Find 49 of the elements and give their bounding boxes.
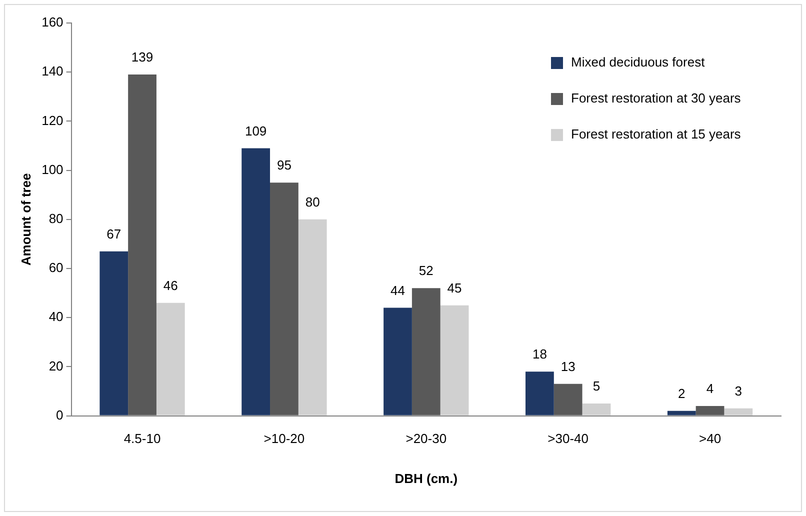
data-label: 67 (106, 226, 122, 242)
bar (696, 406, 724, 416)
data-label: 109 (244, 123, 267, 138)
x-tick-label: >20-30 (406, 431, 447, 446)
data-label: 18 (532, 346, 547, 362)
x-tick-label: >10-20 (264, 431, 305, 446)
bar (156, 302, 185, 416)
bar (554, 384, 582, 416)
bar (582, 404, 611, 416)
data-label: 95 (276, 158, 292, 173)
legend-label: Forest restoration at 15 years (571, 126, 742, 142)
bar (128, 74, 156, 416)
bar (440, 305, 469, 416)
y-tick-label: 20 (48, 358, 64, 374)
bar (100, 251, 128, 416)
y-tick-label: 0 (56, 407, 64, 422)
data-label: 2 (678, 386, 686, 401)
x-tick-label: >40 (699, 431, 722, 446)
bar (384, 308, 412, 416)
y-tick-label: 40 (48, 309, 64, 324)
data-label: 13 (560, 358, 576, 374)
data-label: 5 (592, 378, 600, 394)
data-label: 80 (305, 194, 320, 210)
x-tick-label: >30-40 (548, 431, 589, 446)
data-label: 45 (447, 280, 462, 296)
x-tick-label: 4.5-10 (124, 431, 161, 446)
bar (270, 182, 298, 416)
bar (724, 408, 753, 416)
data-label: 3 (734, 384, 742, 399)
y-axis-title: Amount of tree (18, 173, 34, 266)
data-label: 52 (418, 263, 434, 278)
data-label: 4 (706, 381, 714, 396)
y-tick-label: 120 (42, 112, 64, 128)
data-label: 46 (163, 278, 178, 293)
bar (412, 288, 440, 416)
bar (242, 148, 270, 416)
bar (667, 410, 696, 416)
bar (526, 372, 554, 416)
bar (298, 219, 327, 416)
data-label: 139 (131, 50, 154, 65)
y-tick-label: 80 (48, 210, 64, 226)
data-label: 44 (390, 282, 405, 298)
legend-label: Forest restoration at 30 years (571, 90, 742, 106)
y-tick-label: 140 (42, 64, 64, 79)
x-axis-title: DBH (cm.) (394, 470, 458, 486)
y-tick-label: 60 (48, 260, 64, 276)
y-tick-label: 160 (42, 14, 64, 30)
legend-label: Mixed deciduous forest (571, 54, 706, 70)
y-tick-label: 100 (42, 162, 64, 177)
